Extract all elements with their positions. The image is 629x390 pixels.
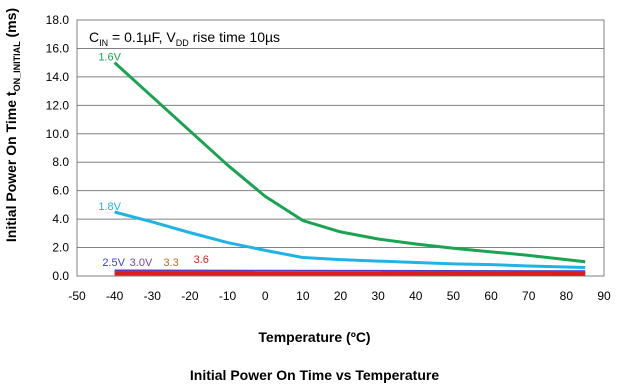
y-tick-label: 18.0 (46, 13, 70, 27)
x-tick-label: 90 (597, 289, 611, 303)
y-tick-label: 14.0 (46, 70, 70, 84)
series-line-2 (114, 210, 586, 269)
x-tick-label: -10 (219, 289, 237, 303)
y-axis-title: Initial Power On Time tON_INITIAL (ms) (3, 7, 22, 243)
y-tick-label: 10.0 (46, 127, 70, 141)
series-label-4: 3.0V (130, 257, 153, 269)
y-tick-label: 0.0 (52, 269, 69, 283)
series-label-6: 3.6 (194, 254, 209, 266)
x-tick-label: 50 (447, 289, 461, 303)
series-lines (113, 61, 586, 276)
series-line-1 (113, 61, 586, 264)
x-tick-label: 40 (409, 289, 423, 303)
y-tick-label: 16.0 (46, 41, 70, 55)
x-tick-label: -50 (68, 289, 86, 303)
x-tick-label: 80 (560, 289, 574, 303)
x-tick-label: 10 (296, 289, 310, 303)
x-tick-label: 20 (334, 289, 348, 303)
series-label-3: 2.5V (102, 257, 125, 269)
x-axis-title: Temperature (ºC) (258, 329, 371, 345)
x-tick-label: 70 (522, 289, 536, 303)
y-tick-label: 12.0 (46, 98, 70, 112)
series-label-5: 3.3 (163, 257, 178, 269)
conditions-annotation: CIN = 0.1µF, VDD rise time 10µs (89, 29, 280, 48)
y-axis-ticks: 0.0 2.0 4.0 6.0 8.0 10.0 12.0 14.0 16.0 18.0 (46, 13, 70, 283)
x-tick-label: 30 (371, 289, 385, 303)
y-tick-label: 6.0 (52, 184, 69, 198)
x-tick-label: -20 (181, 289, 199, 303)
series-labels: 1.6V 1.8V 2.5V 3.0V 3.3 3.6 (98, 52, 209, 269)
chart-caption: Initial Power On Time vs Temperature (189, 367, 440, 383)
series-label-2: 1.8V (98, 201, 121, 213)
series-label-1: 1.6V (98, 52, 121, 64)
plot-area-frame (76, 19, 605, 277)
x-tick-label: 0 (262, 289, 269, 303)
y-tick-label: 2.0 (52, 241, 69, 255)
x-tick-label: -40 (106, 289, 124, 303)
y-tick-label: 8.0 (52, 155, 69, 169)
x-tick-label: -30 (144, 289, 162, 303)
gridlines (77, 19, 604, 277)
y-tick-label: 4.0 (52, 212, 69, 226)
x-tick-label: 60 (484, 289, 498, 303)
x-axis-ticks: -50 -40 -30 -20 -10 0 10 20 30 40 50 60 70 80 90 (68, 289, 611, 303)
